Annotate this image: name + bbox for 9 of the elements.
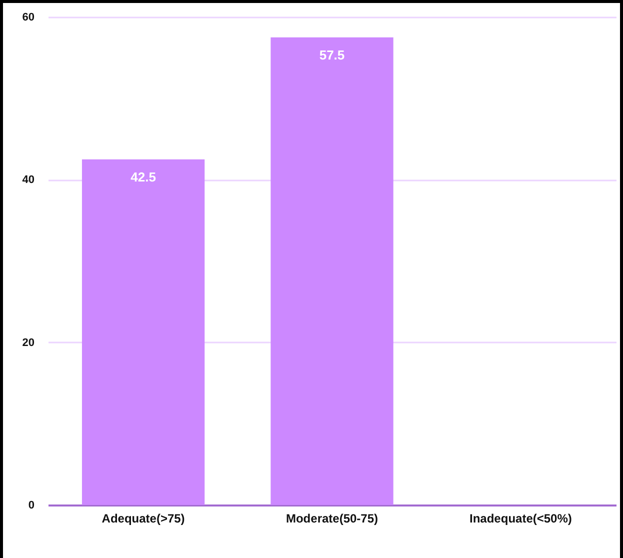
y-tick-label: 20 [22, 336, 34, 349]
data-label: 42.5 [130, 169, 156, 184]
data-label: 57.5 [319, 47, 345, 62]
x-tick-label: Adequate(>75) [102, 512, 185, 526]
y-tick-label: 60 [22, 12, 34, 24]
x-tick-label: Moderate(50-75) [286, 512, 378, 526]
y-tick-label: 0 [28, 500, 34, 512]
y-tick-label: 40 [22, 174, 34, 186]
x-tick-label: Inadequate(<50%) [470, 512, 572, 526]
